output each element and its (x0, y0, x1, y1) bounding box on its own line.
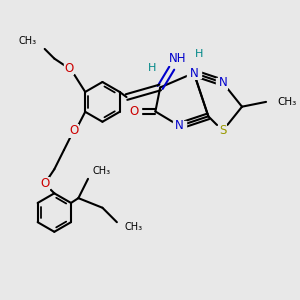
Bar (40, 179, 50, 188)
Text: O: O (64, 62, 74, 75)
Text: O: O (130, 105, 139, 118)
Text: H: H (148, 63, 157, 73)
Bar (64, 63, 74, 73)
Text: H: H (194, 49, 203, 59)
Bar (187, 68, 201, 78)
Text: CH₃: CH₃ (19, 36, 37, 46)
Text: O: O (69, 124, 78, 137)
Text: N: N (190, 67, 198, 80)
Text: S: S (219, 124, 226, 137)
Bar (69, 126, 78, 136)
Text: CH₃: CH₃ (93, 166, 111, 176)
Bar (173, 121, 186, 131)
Bar (168, 53, 187, 64)
Bar (128, 107, 141, 116)
Text: CH₃: CH₃ (278, 97, 297, 107)
Text: CH₃: CH₃ (124, 222, 143, 232)
Text: N: N (218, 76, 227, 89)
Bar (216, 78, 230, 87)
Text: O: O (40, 177, 49, 190)
Text: NH: NH (169, 52, 186, 65)
Text: N: N (175, 119, 184, 132)
Bar (216, 126, 230, 136)
